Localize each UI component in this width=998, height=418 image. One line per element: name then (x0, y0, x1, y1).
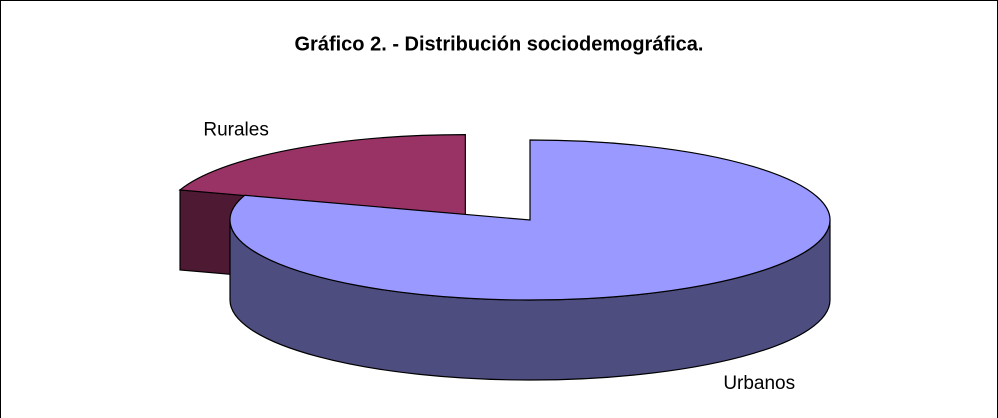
pie-slice (178, 134, 466, 216)
slice-label: Urbanos (723, 373, 795, 394)
chart-title: Gráfico 2. - Distribución sociodemográfi… (295, 33, 704, 55)
pie-slice (229, 139, 831, 301)
slice-label: Rurales (203, 120, 268, 141)
